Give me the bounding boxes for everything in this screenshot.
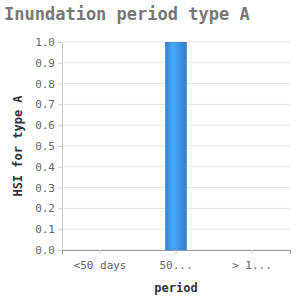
bar [241, 250, 262, 251]
y-tick: 0.9 [35, 57, 62, 70]
x-axis-line [63, 251, 291, 255]
y-tick: 0.8 [35, 78, 62, 91]
y-tick-label: 0.5 [35, 140, 55, 153]
y-axis: 0.0 0.1 0.2 0.3 0.4 0.5 0.6 0.7 0.8 0.9 1.0 [35, 36, 62, 257]
y-tick-mark [58, 104, 62, 105]
chart: 0.0 0.1 0.2 0.3 0.4 0.5 0.6 0.7 0.8 0.9 1.0 <50 day… [0, 0, 300, 300]
y-tick-label: 0.4 [35, 161, 55, 174]
x-tick-label: 50... [159, 259, 192, 272]
x-tick-mark [176, 250, 177, 254]
x-tick-mark [100, 250, 101, 254]
y-tick-mark [58, 84, 62, 85]
plot: 0.0 0.1 0.2 0.3 0.4 0.5 0.6 0.7 0.8 0.9 1.0 <50 day… [35, 36, 290, 272]
y-tick: 0.4 [35, 161, 62, 174]
y-tick: 0.1 [35, 223, 62, 236]
x-tick-label: <50 days [74, 259, 127, 272]
bars [165, 42, 186, 250]
bar [165, 42, 186, 250]
y-axis-line [58, 43, 63, 251]
y-tick-label: 0.2 [35, 202, 55, 215]
y-tick-mark [58, 63, 62, 64]
x-axis-title: period [154, 281, 197, 295]
title: Inundation period type A [4, 4, 250, 24]
y-tick: 0.5 [35, 140, 62, 153]
y-axis-title: HSI for type A [11, 95, 25, 197]
x-tick: 50... [159, 250, 192, 272]
bar [89, 250, 110, 251]
y-tick-mark [58, 250, 62, 251]
x-tick: > 1... [232, 250, 272, 272]
y-tick-label: 0.6 [35, 119, 55, 132]
y-tick: 0.0 [35, 244, 62, 257]
x-tick: <50 days [74, 250, 127, 272]
y-tick-mark [58, 167, 62, 168]
y-tick-mark [58, 42, 62, 43]
y-tick-mark [58, 229, 62, 230]
y-tick-label: 0.0 [35, 244, 55, 257]
y-tick-label: 0.7 [35, 98, 55, 111]
y-tick-mark [58, 188, 62, 189]
y-tick-mark [58, 208, 62, 209]
x-tick-label: > 1... [232, 259, 272, 272]
grid [62, 42, 290, 250]
y-tick: 0.6 [35, 119, 62, 132]
x-axis: <50 days 50... > 1... [63, 250, 291, 272]
y-tick-mark [58, 125, 62, 126]
y-tick: 0.7 [35, 98, 62, 111]
y-tick: 0.2 [35, 202, 62, 215]
y-tick-label: 1.0 [35, 36, 55, 49]
y-tick: 1.0 [35, 36, 62, 49]
y-tick-label: 0.3 [35, 182, 55, 195]
y-tick: 0.3 [35, 182, 62, 195]
y-tick-label: 0.1 [35, 223, 55, 236]
y-tick-label: 0.8 [35, 78, 55, 91]
y-tick-label: 0.9 [35, 57, 55, 70]
y-tick-mark [58, 146, 62, 147]
x-tick-mark [252, 250, 253, 254]
